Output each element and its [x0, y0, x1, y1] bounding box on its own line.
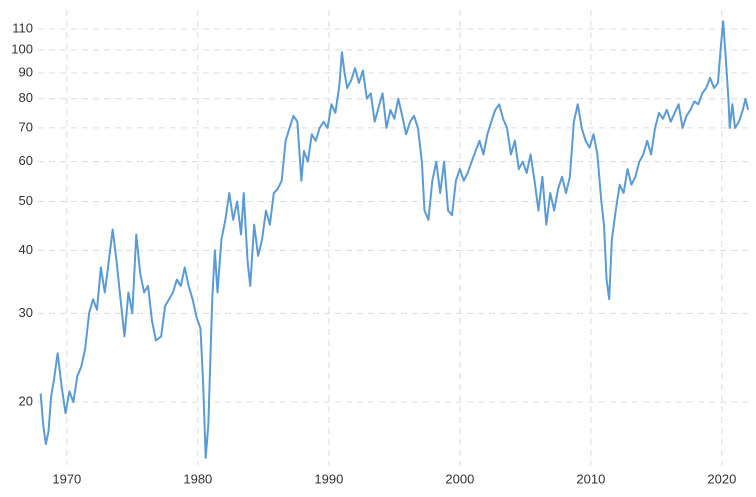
- x-tick-label: 2000: [445, 471, 474, 486]
- y-tick-label: 90: [19, 64, 33, 79]
- y-tick-label: 80: [19, 90, 33, 105]
- x-tick-label: 2020: [707, 471, 736, 486]
- x-tick-label: 1970: [52, 471, 81, 486]
- y-tick-label: 110: [12, 20, 33, 35]
- y-tick-label: 20: [19, 393, 33, 408]
- x-tick-label: 2010: [576, 471, 605, 486]
- line: [39, 20, 750, 459]
- y-tick-label: 40: [19, 242, 33, 257]
- y-tick-label: 60: [19, 153, 33, 168]
- y-tick-label: 70: [19, 119, 33, 134]
- y-tick-label: 100: [11, 41, 33, 56]
- x-tick-label: 1990: [314, 471, 343, 486]
- x-tick-label: 1980: [183, 471, 212, 486]
- y-tick-label: 30: [19, 305, 33, 320]
- y-tick-label: 50: [19, 193, 33, 208]
